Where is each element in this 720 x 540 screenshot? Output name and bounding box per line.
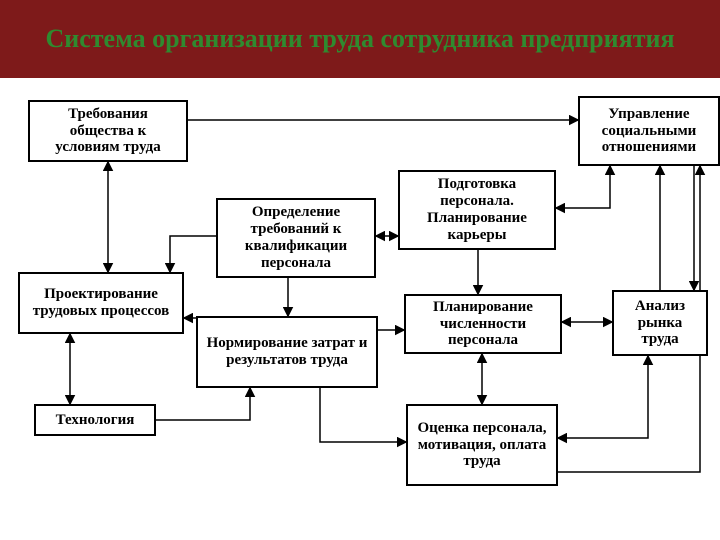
page-title: Система организации труда сотрудника пре…: [45, 24, 674, 54]
node-qual: Определение требований к квалификации пе…: [216, 198, 376, 278]
node-tech: Технология: [34, 404, 156, 436]
node-prep: Подготовка персонала. Планирование карье…: [398, 170, 556, 250]
edge-eval-market: [558, 356, 648, 438]
node-mgmt: Управление социальными отношениями: [578, 96, 720, 166]
node-req: Требования общества к условиям труда: [28, 100, 188, 162]
node-proj: Проектирование трудовых процессов: [18, 272, 184, 334]
edge-qual-proj: [170, 236, 216, 272]
edge-tech-norm: [156, 388, 250, 420]
edge-mgmt-prep: [556, 166, 610, 208]
node-norm: Нормирование затрат и результатов труда: [196, 316, 378, 388]
header-bar: Система организации труда сотрудника пре…: [0, 0, 720, 78]
edge-norm-eval: [320, 388, 406, 442]
node-eval: Оценка персонала, мотивация, оплата труд…: [406, 404, 558, 486]
node-plan: Планирование численности персонала: [404, 294, 562, 354]
node-market: Анализ рынка труда: [612, 290, 708, 356]
flowchart-diagram: Требования общества к условиям труда Упра…: [0, 78, 720, 540]
